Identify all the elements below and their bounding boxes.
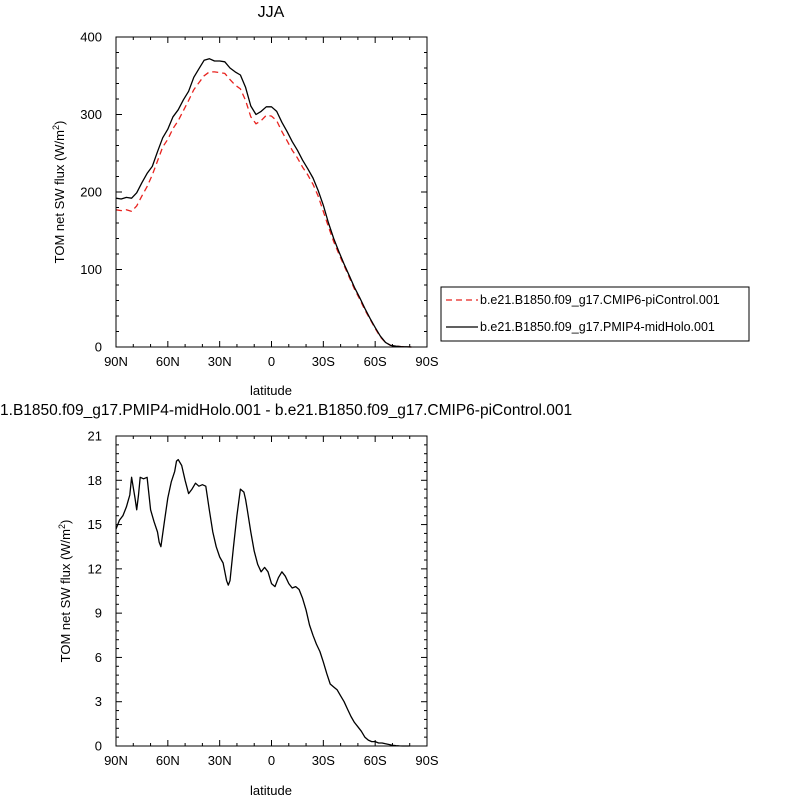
x-tick-label-0: 90N: [104, 354, 128, 369]
series-line-0-1: [115, 58, 412, 348]
y-tick-label-2: 200: [80, 185, 102, 200]
x-tick-label-4: 30S: [312, 753, 335, 768]
top-panel: JJA 90N 60N 30N 0 30S 60S 90S 0 100 200 300 400 lat…: [51, 4, 750, 398]
legend: b.e21.B1850.f09_g17.CMIP6-piControl.001 …: [440, 286, 750, 342]
bottom-series-layer: [115, 458, 410, 747]
top-series-layer: [115, 58, 412, 348]
x-tick-label-6: 90S: [415, 354, 438, 369]
top-chart-title: JJA: [258, 4, 285, 21]
y-tick-label-3: 300: [80, 107, 102, 122]
bottom-y-axis-label-main: TOM net SW flux (W/m: [58, 529, 73, 662]
bottom-y-axis-label-sup: 2: [57, 524, 67, 529]
bottom-plot-frame: [115, 435, 428, 747]
y-tick-label-5: 15: [88, 517, 102, 532]
y-tick-label-1: 100: [80, 262, 102, 277]
bottom-panel: b.e21.B1850.f09_g17.PMIP4-midHolo.001 - …: [0, 402, 572, 798]
bottom-y-axis-label-close: ): [58, 520, 73, 524]
y-tick-label-0: 0: [95, 739, 102, 754]
x-tick-label-5: 60S: [364, 354, 387, 369]
y-tick-label-2: 6: [95, 650, 102, 665]
bottom-y-axis-label: TOM net SW flux (W/m2): [57, 520, 73, 663]
x-tick-label-3: 0: [268, 354, 275, 369]
y-tick-label-6: 18: [88, 473, 102, 488]
x-tick-label-1: 60N: [156, 753, 180, 768]
y-tick-label-1: 3: [95, 694, 102, 709]
x-tick-label-4: 30S: [312, 354, 335, 369]
series-line-0-0: [115, 71, 412, 348]
x-tick-label-5: 60S: [364, 753, 387, 768]
bottom-x-axis-label: latitude: [250, 783, 292, 798]
y-tick-label-3: 9: [95, 606, 102, 621]
y-tick-label-0: 0: [95, 340, 102, 355]
top-x-axis-label: latitude: [250, 383, 292, 398]
y-tick-label-4: 12: [88, 561, 102, 576]
x-tick-label-0: 90N: [104, 753, 128, 768]
series-line-1-0: [115, 458, 410, 747]
top-y-axis-label-close: ): [52, 121, 67, 125]
y-tick-label-7: 21: [88, 429, 102, 444]
legend-entry-midholo: b.e21.B1850.f09_g17.PMIP4-midHolo.001: [480, 320, 715, 334]
x-tick-label-2: 30N: [208, 753, 232, 768]
x-tick-label-2: 30N: [208, 354, 232, 369]
top-y-axis-label-sup: 2: [51, 125, 61, 130]
x-tick-label-3: 0: [268, 753, 275, 768]
top-ticks-layer: 90N 60N 30N 0 30S 60S 90S 0 100 200 300 400: [80, 30, 439, 370]
top-y-axis-label-main: TOM net SW flux (W/m: [52, 130, 67, 263]
bottom-chart-title: b.e21.B1850.f09_g17.PMIP4-midHolo.001 - …: [0, 402, 572, 419]
top-plot-frame: [115, 36, 428, 348]
y-tick-label-4: 400: [80, 30, 102, 45]
top-y-axis-label: TOM net SW flux (W/m2): [51, 121, 67, 264]
legend-entry-picontrol: b.e21.B1850.f09_g17.CMIP6-piControl.001: [480, 293, 720, 307]
legend-box: [440, 286, 750, 342]
x-tick-label-6: 90S: [415, 753, 438, 768]
x-tick-label-1: 60N: [156, 354, 180, 369]
